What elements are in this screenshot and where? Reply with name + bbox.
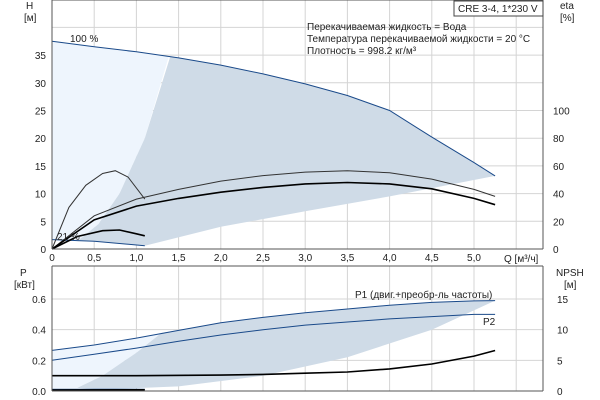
x-tick-label: 0 xyxy=(49,253,55,264)
label-21-percent: 21 % xyxy=(57,232,80,243)
p1-label: P1 (двиг.+преобр-ль частоты) xyxy=(355,289,492,301)
light-operating-area xyxy=(52,41,179,242)
x-tick-label: 2,0 xyxy=(214,253,228,264)
curve-eta-lower xyxy=(51,181,496,250)
x-tick-label: 1,5 xyxy=(172,253,186,264)
curve-eta-upper-21- xyxy=(51,170,146,250)
x-tick-label: 3,5 xyxy=(340,253,354,264)
x-tick-label: 4,5 xyxy=(425,253,439,264)
eta-axis-unit: [%] xyxy=(560,13,575,24)
curve-eta-upper xyxy=(51,170,496,250)
curve-eta-lower-21- xyxy=(51,229,145,250)
p-tick-label: 0.4 xyxy=(32,326,46,337)
p2-label: P2 xyxy=(483,317,496,328)
labels: CRE 3-4, 1*230 V Перекачиваемая жидкость… xyxy=(14,0,584,328)
eta-tick-label: 100 xyxy=(553,107,570,118)
h-tick-label: 30 xyxy=(35,79,47,90)
x-tick-label: 3,0 xyxy=(298,253,312,264)
npsh-axis-unit: [м] xyxy=(564,280,577,291)
eta-axis-label: eta xyxy=(560,1,574,12)
p-tick-label: 0.0 xyxy=(32,387,46,398)
eta-tick-label: 0 xyxy=(553,245,559,256)
eta-tick-label: 80 xyxy=(553,134,565,145)
eta-tick-label: 40 xyxy=(553,190,565,201)
axes: 0 0,5 1,0 1,5 2,0 2,5 3,0 3,5 4,0 4,5 5,0 0 5 10 15 20 2… xyxy=(32,0,570,398)
h-tick-label: 15 xyxy=(35,162,47,173)
eta-tick-label: 60 xyxy=(553,162,565,173)
curves xyxy=(51,40,496,391)
h-axis-unit: [м] xyxy=(24,13,37,24)
h-tick-label: 20 xyxy=(35,134,47,145)
x-tick-label: 4,0 xyxy=(383,253,397,264)
h-tick-label: 0 xyxy=(40,245,46,256)
operating-areas xyxy=(52,41,496,390)
x-tick-label: 0,5 xyxy=(87,253,101,264)
info-line-1: Перекачиваемая жидкость = Вода xyxy=(307,22,467,33)
x-tick-label: 2,5 xyxy=(256,253,270,264)
h-tick-label: 5 xyxy=(40,217,46,228)
p-axis-label: P xyxy=(20,268,27,279)
h-axis-label: H xyxy=(26,1,33,12)
h-tick-label: 35 xyxy=(35,51,47,62)
eta-tick-label: 20 xyxy=(553,217,565,228)
label-100-percent: 100 % xyxy=(70,34,98,45)
p-axis-unit: [кВт] xyxy=(14,280,35,291)
h-tick-label: 10 xyxy=(35,190,47,201)
light-power-area xyxy=(52,332,162,388)
info-line-3: Плотность = 998.2 кг/м³ xyxy=(307,46,417,57)
npsh-axis-label: NPSH xyxy=(556,268,584,279)
npsh-tick-label: 5 xyxy=(557,356,563,367)
h-tick-label: 25 xyxy=(35,107,47,118)
info-line-2: Температура перекачиваемой жидкости = 20… xyxy=(307,34,530,45)
x-tick-label: 1,0 xyxy=(129,253,143,264)
x-axis-label: Q [м³/ч] xyxy=(504,254,539,265)
title-box xyxy=(453,0,544,17)
dark-power-area xyxy=(77,300,496,390)
chart-title: CRE 3-4, 1*230 V xyxy=(458,4,538,15)
curve-p1-двиг-преобр-ль-частоты- xyxy=(51,300,496,351)
npsh-tick-label: 15 xyxy=(557,295,569,306)
npsh-tick-label: 0 xyxy=(557,387,563,398)
curve-npsh xyxy=(52,349,496,377)
p-tick-label: 0.6 xyxy=(32,295,46,306)
p-tick-label: 0.2 xyxy=(32,356,46,367)
curve-p2 xyxy=(51,313,496,361)
npsh-tick-label: 10 xyxy=(557,326,569,337)
curve-h-100- xyxy=(51,40,496,177)
x-tick-label: 5,0 xyxy=(467,253,481,264)
